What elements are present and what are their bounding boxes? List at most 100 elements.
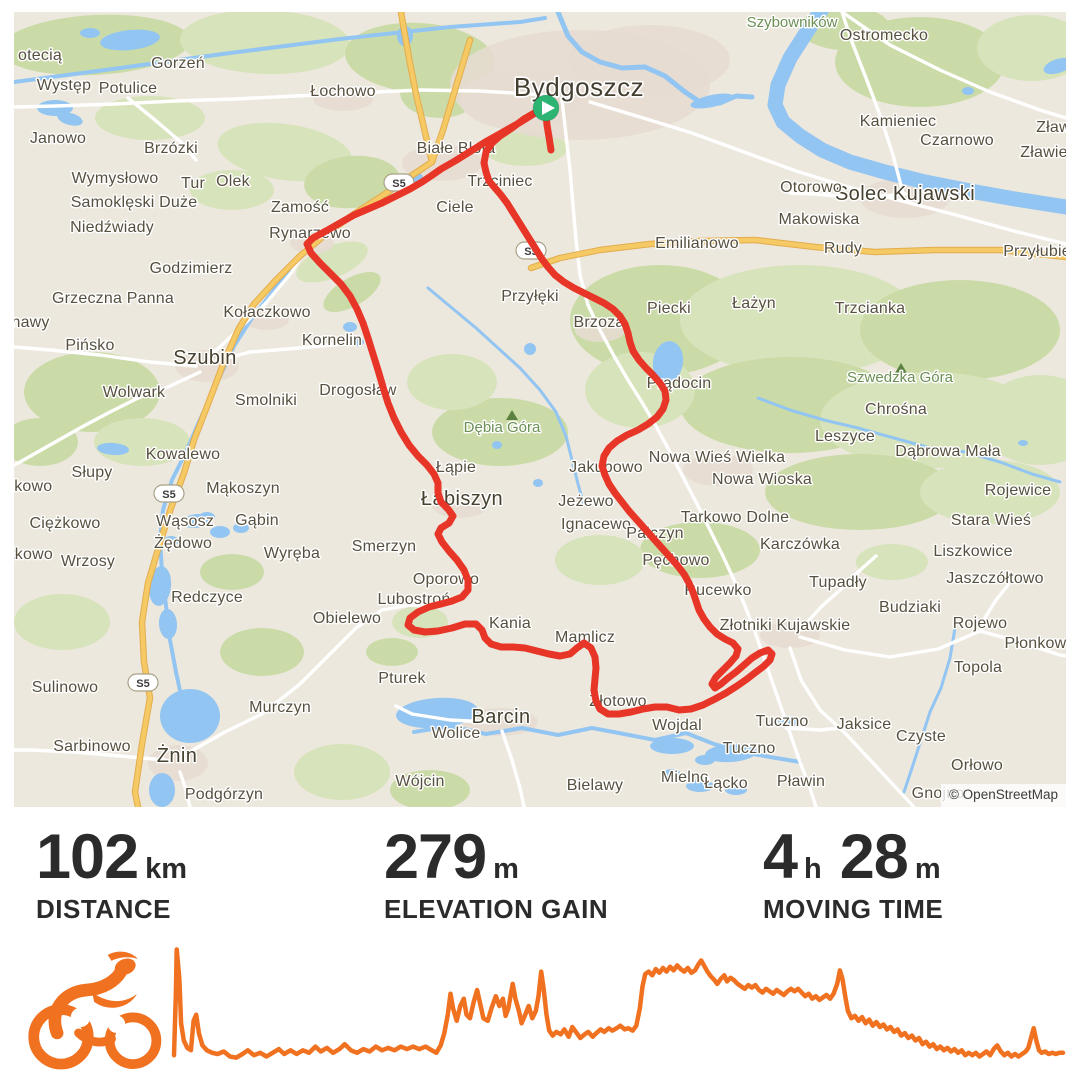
map-town-label: Wąsosz [156, 513, 214, 530]
map-town-label: Trzciniec [467, 173, 532, 190]
elevation-profile-chart [170, 942, 1067, 1075]
map-town-label: Zamość [271, 199, 329, 216]
forest-area [296, 241, 368, 283]
forest-area [294, 744, 390, 800]
peak-icon [895, 363, 907, 373]
forest-area [220, 628, 304, 676]
lake [725, 785, 747, 795]
map-town-label: Piecki [647, 300, 691, 317]
map-town-label: Kornelin [302, 332, 362, 349]
map-town-label: Przyłubie [1003, 243, 1066, 260]
lake [199, 512, 215, 522]
map-town-label: Złotniki Kujawskie [720, 617, 851, 634]
map-town-label: Wojdal [652, 717, 702, 734]
lake [652, 341, 684, 383]
lake [664, 769, 680, 777]
road [184, 603, 440, 756]
road-shield [127, 673, 159, 692]
map-town-label: Pińsko [65, 337, 114, 354]
map-town-label: Wójcin [395, 773, 444, 790]
elevation-value: 279 [384, 822, 487, 892]
river [426, 286, 586, 507]
time-hours-value: 4 [763, 822, 798, 892]
lake [1043, 57, 1066, 75]
map-town-label: Wymysłowo [72, 170, 159, 187]
map-town-label: Wolice [432, 725, 481, 742]
road [840, 12, 1066, 120]
map-town-label: Makowiska [779, 211, 860, 228]
lake [690, 93, 734, 109]
road [126, 96, 198, 162]
map-town-label: Gąbin [235, 512, 279, 529]
map-town-label: Czarnowo [920, 132, 994, 149]
map-town-label: Brzózki [144, 140, 198, 157]
forest-area [190, 170, 274, 210]
forest-area [24, 352, 160, 432]
map-town-label: etkowo [14, 546, 53, 563]
map-town-label: Chrośna [865, 401, 927, 418]
route-path [303, 105, 776, 718]
stat-elevation-gain: 279 m ELEVATION GAIN [384, 826, 608, 925]
map-town-label: Płonkowo [1005, 635, 1066, 652]
lake [686, 780, 714, 792]
map-town-label: Rojewo [953, 615, 1008, 632]
lake [160, 689, 220, 743]
stat-distance: 102 km DISTANCE [36, 826, 187, 925]
map-town-label: Ciężkowo [30, 515, 101, 532]
map-town-label: Dąbrowa Mała [895, 443, 1001, 460]
map-town-label: Trzcianka [835, 300, 906, 317]
road [210, 342, 347, 364]
map-town-label: Kania [489, 615, 531, 632]
lake [533, 479, 543, 487]
map-town-label: onawy [14, 314, 50, 331]
map-town-label: Tur [181, 175, 205, 192]
lake [524, 343, 536, 355]
map-town-label: Otorowo [780, 179, 842, 196]
road [14, 748, 167, 762]
road [14, 88, 547, 109]
map-town-label: Janowo [30, 130, 86, 147]
map-town-label: Rojewice [985, 482, 1052, 499]
lake [148, 566, 172, 606]
road [500, 729, 526, 807]
map-town-label: Niedźwiady [70, 219, 154, 236]
lake [149, 773, 175, 807]
map-town-label: Żędowo [154, 533, 212, 552]
distance-unit: km [145, 853, 188, 885]
map-town-label: Mąkoszyn [206, 480, 280, 497]
stat-moving-time: 4 h 28 m MOVING TIME [763, 826, 943, 925]
map-town-label: Leszyce [815, 428, 875, 445]
lake [97, 442, 129, 456]
forest-area [390, 770, 470, 807]
map-town-label: Topola [954, 659, 1002, 676]
map-town-label: ólikowo [14, 478, 52, 495]
map-town-label: Nowa Wioska [712, 471, 812, 488]
road [788, 646, 916, 807]
forest-area [432, 398, 568, 466]
road [588, 100, 1066, 246]
lake [705, 743, 757, 763]
road-shield-label: S5 [392, 178, 405, 190]
cyclist-icon [24, 950, 170, 1074]
road [394, 704, 490, 724]
map-town-label: Drogosław [319, 382, 397, 399]
urban-area [683, 454, 753, 486]
map-town-label: Wrzosy [61, 553, 115, 570]
map-town-label: Olek [216, 173, 250, 190]
forest-area [765, 454, 955, 530]
map-town-label: Szwedzka Góra [847, 369, 954, 386]
road [14, 345, 198, 368]
elevation-unit: m [493, 853, 519, 885]
road [178, 770, 192, 807]
map-attribution[interactable]: © OpenStreetMap [940, 784, 1066, 807]
map-town-label: Tarkowo Dolne [681, 509, 789, 526]
map-town-label: Stara Wieś [951, 512, 1031, 529]
forest-area [366, 638, 418, 666]
map-town-label: Złotowo [589, 693, 646, 710]
map-town-label: Grzeczna Panna [52, 290, 174, 307]
forest-area [304, 155, 400, 209]
river [767, 12, 1066, 215]
elevation-label: ELEVATION GAIN [384, 894, 609, 924]
lake [163, 536, 179, 546]
map-town-label: Występ [37, 77, 91, 94]
